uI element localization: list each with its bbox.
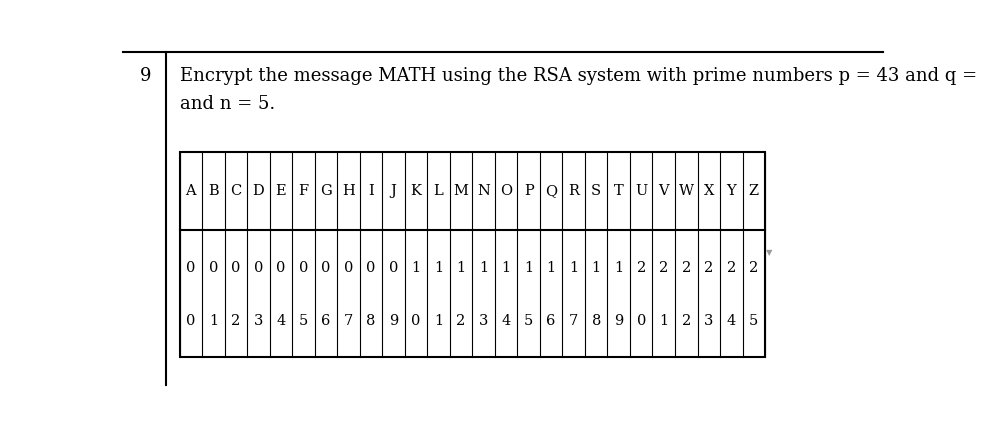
Text: J: J [390,184,396,198]
Text: D: D [252,184,264,198]
Text: C: C [231,184,241,198]
Text: P: P [524,184,534,198]
Text: 1: 1 [569,261,578,275]
Text: and n = 5.: and n = 5. [180,95,275,113]
Text: N: N [477,184,490,198]
Text: Encrypt the message MATH using the RSA system with prime numbers p = 43 and q = : Encrypt the message MATH using the RSA s… [180,67,981,85]
Text: 0: 0 [637,314,645,329]
Text: 2: 2 [749,261,758,275]
Text: L: L [434,184,443,198]
Text: 0: 0 [343,261,353,275]
Text: K: K [411,184,422,198]
Text: F: F [298,184,309,198]
Text: 4: 4 [277,314,285,329]
Text: 2: 2 [704,261,713,275]
Text: A: A [185,184,196,198]
Text: 7: 7 [344,314,353,329]
Text: 9: 9 [614,314,623,329]
Text: X: X [703,184,714,198]
Text: H: H [342,184,355,198]
Text: 8: 8 [366,314,376,329]
Text: V: V [658,184,669,198]
Text: S: S [592,184,601,198]
Text: G: G [320,184,332,198]
Text: 0: 0 [277,261,285,275]
Text: U: U [635,184,647,198]
Text: W: W [679,184,694,198]
Text: 2: 2 [682,314,691,329]
Text: 1: 1 [434,314,443,329]
Text: 5: 5 [299,314,308,329]
Text: 0: 0 [186,314,195,329]
Text: 8: 8 [592,314,601,329]
Text: 0: 0 [388,261,398,275]
Text: 1: 1 [592,261,600,275]
Text: 3: 3 [479,314,489,329]
Text: Z: Z [749,184,759,198]
Text: 0: 0 [299,261,308,275]
Text: 1: 1 [546,261,555,275]
Text: 6: 6 [546,314,556,329]
Text: 6: 6 [322,314,331,329]
Text: 3: 3 [704,314,713,329]
Text: 0: 0 [254,261,263,275]
Text: 3: 3 [254,314,263,329]
Text: 1: 1 [209,314,218,329]
Text: 0: 0 [322,261,331,275]
Text: 1: 1 [434,261,443,275]
Text: E: E [276,184,286,198]
Text: B: B [208,184,219,198]
Text: 0: 0 [232,261,240,275]
Text: 2: 2 [659,261,668,275]
Text: 1: 1 [659,314,668,329]
Bar [180,152,765,357]
Text: R: R [568,184,579,198]
Text: 9: 9 [139,67,151,85]
Text: 1: 1 [524,261,534,275]
Text: 5: 5 [524,314,534,329]
Text: 4: 4 [727,314,736,329]
Text: 7: 7 [569,314,578,329]
Text: 2: 2 [232,314,240,329]
Text: 2: 2 [456,314,466,329]
Text: 2: 2 [637,261,645,275]
Text: 0: 0 [209,261,218,275]
Text: 1: 1 [411,261,421,275]
Text: Q: Q [545,184,557,198]
Text: O: O [500,184,512,198]
Text: 2: 2 [727,261,736,275]
Text: 9: 9 [388,314,398,329]
Text: 1: 1 [479,261,489,275]
Text: 0: 0 [186,261,195,275]
Text: Y: Y [726,184,736,198]
Text: T: T [614,184,624,198]
Text: 1: 1 [456,261,466,275]
Text: 4: 4 [501,314,511,329]
Text: I: I [368,184,374,198]
Text: 0: 0 [411,314,421,329]
Text: 0: 0 [366,261,376,275]
Text: 5: 5 [749,314,758,329]
Text: M: M [453,184,469,198]
Text: ▼: ▼ [765,248,772,257]
Text: 1: 1 [501,261,511,275]
Text: 1: 1 [614,261,623,275]
Text: 2: 2 [682,261,691,275]
